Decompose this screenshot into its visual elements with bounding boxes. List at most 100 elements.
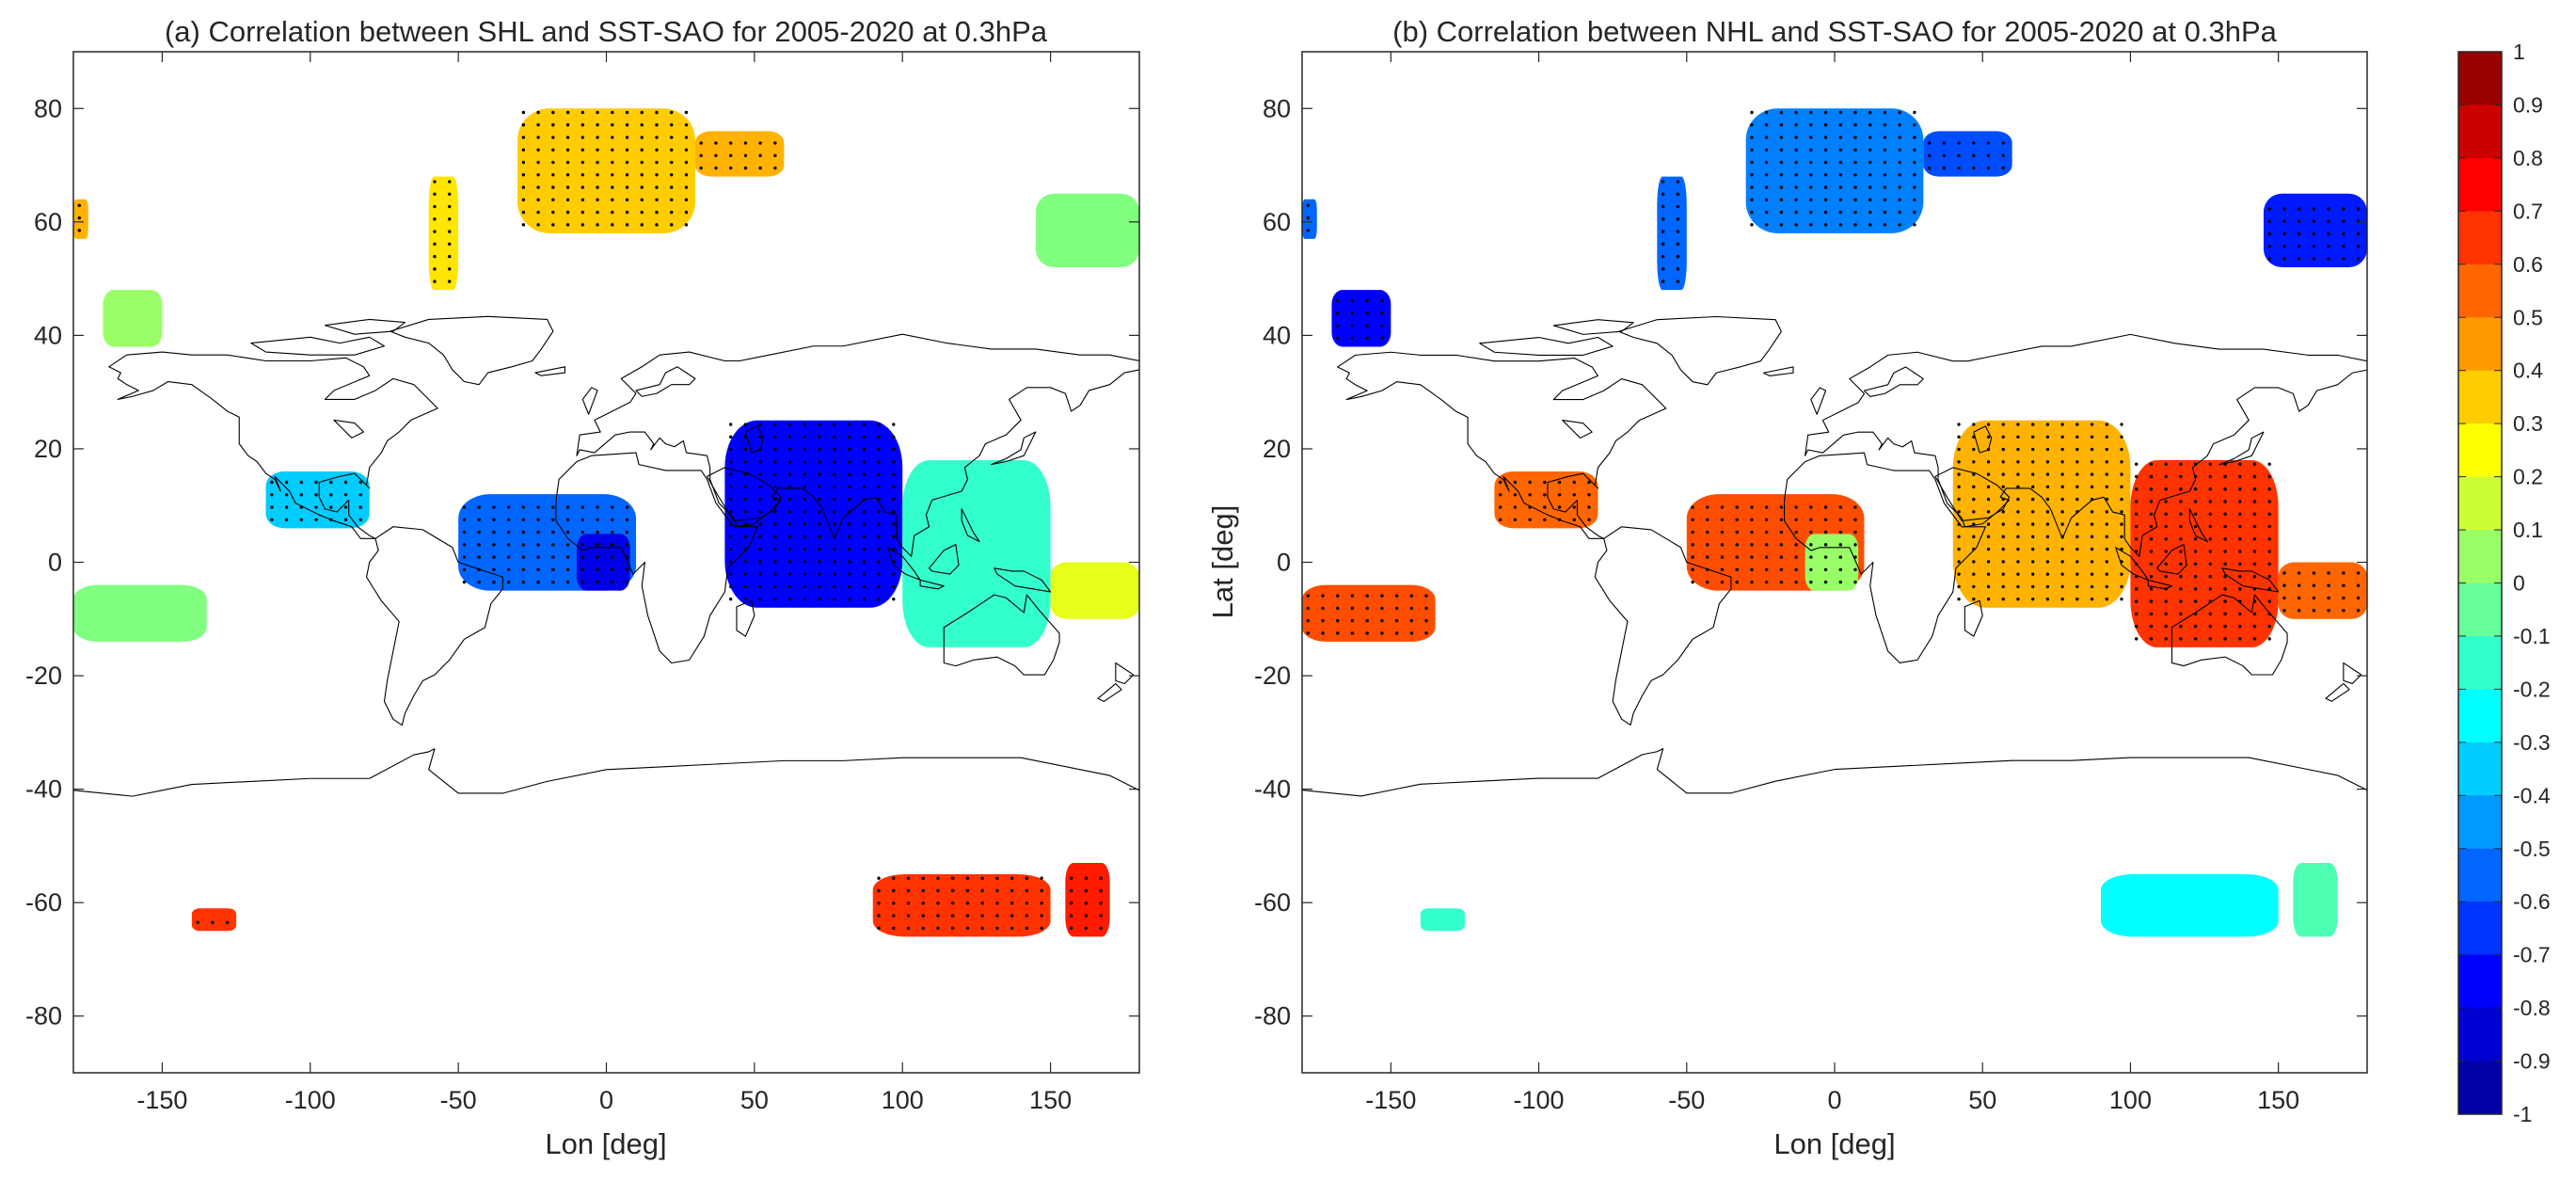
- panel-b-significance-tropical-e-pacific: [1498, 480, 1591, 521]
- colorbar-tick-label: -0.7: [2513, 943, 2551, 967]
- panel-b-x-tick-label: -100: [1514, 1086, 1565, 1114]
- panel-a-region-indian-ocean: [724, 420, 903, 608]
- colorbar-tick-label: 1: [2513, 40, 2525, 64]
- panel-b-region-bering-sea: [1302, 199, 1317, 239]
- colorbar-segment: [2458, 902, 2502, 956]
- panel-b-significance-central-pacific-s: [1306, 594, 1428, 635]
- panel-a-region-central-pacific-s: [73, 584, 207, 642]
- panel-b-title: (b) Correlation between NHL and SST-SAO …: [1392, 15, 2277, 48]
- panel-b-region-southern-ocean-pacific: [1420, 908, 1465, 932]
- colorbar-segment: [2458, 317, 2502, 372]
- panel-a-title: (a) Correlation between SHL and SST-SAO …: [165, 15, 1048, 48]
- colorbar-segment: [2458, 848, 2502, 902]
- panel-b-region-ross-sea-edge: [2293, 862, 2338, 937]
- panel-a-significance-dots: [77, 110, 1103, 930]
- panel-a-region-gulf-of-guinea: [577, 534, 630, 591]
- panel-a-significance-southern-ocean-pacific: [196, 920, 230, 924]
- panel-b-region-gulf-of-guinea: [1805, 534, 1859, 591]
- panel-b-y-tick-label: -80: [1254, 1002, 1291, 1030]
- panel-a-x-axis-label: Lon [deg]: [545, 1127, 666, 1160]
- panel-a-y-ticks: -80 -60 -40 -20 0 20 40 60 80: [25, 94, 1139, 1030]
- colorbar-tick-label: 0.5: [2513, 305, 2543, 329]
- colorbar-tick-label: -0.3: [2513, 730, 2551, 755]
- panel-b-significance-labrador-sea: [1661, 180, 1680, 283]
- colorbar-segment: [2458, 370, 2502, 424]
- panel-a-significance-kola-barents: [699, 141, 777, 170]
- panel-a-region-nordic-seas: [517, 108, 695, 233]
- colorbar-tick-label: 0.3: [2513, 411, 2543, 436]
- panel-b-region-sw-pacific-edge: [2278, 562, 2367, 619]
- panel-b-significance-indian-ocean: [1957, 423, 2123, 601]
- panel-b-x-tick-label: 100: [2109, 1086, 2152, 1114]
- panel-a-y-tick-label: 20: [34, 435, 62, 463]
- panel-a-significance-southern-ocean-indian: [877, 876, 1043, 930]
- panel-a-region-tropical-e-pacific: [265, 471, 370, 529]
- panel-b-plot-area: [1302, 52, 2367, 1073]
- colorbar-segment: [2458, 954, 2502, 1009]
- panel-a-x-ticks: -150 -100 -50 0 50 100 150: [136, 52, 1072, 1114]
- panel-b-x-tick-label: 0: [1827, 1086, 1841, 1114]
- panel-a-y-tick-label: -80: [25, 1002, 62, 1030]
- colorbar-segment: [2458, 211, 2502, 265]
- panel-a-significance-tropical-e-pacific: [270, 480, 362, 521]
- panel-a-region-bering-sea: [73, 199, 88, 239]
- colorbar-segment: [2458, 104, 2502, 159]
- colorbar-tick-label: -0.1: [2513, 624, 2551, 648]
- panel-a-y-tick-label: 0: [48, 549, 62, 577]
- panel-a-region-southern-ocean-pacific: [191, 908, 237, 932]
- panel-a-y-tick-label: 40: [34, 321, 62, 349]
- panel-b-x-axis-label: Lon [deg]: [1773, 1127, 1895, 1160]
- colorbar-tick-label: -1: [2513, 1102, 2532, 1126]
- panel-b-y-tick-label: 80: [1263, 94, 1291, 122]
- colorbar-segment: [2458, 635, 2502, 690]
- panel-b-y-tick-label: -60: [1254, 888, 1291, 917]
- panel-a-region-kamchatka-nw-pacific: [1035, 193, 1139, 268]
- panel-b-region-labrador-sea: [1657, 176, 1687, 291]
- panel-b-region-southern-ocean-indian: [2101, 874, 2279, 937]
- panel-b-region-central-pacific-s: [1302, 584, 1436, 642]
- panel-b-region-nordic-seas: [1745, 108, 1924, 233]
- panel-b-y-axis-label: Lat [deg]: [1206, 505, 1239, 619]
- panel-b-region-tropical-e-pacific: [1494, 471, 1598, 529]
- colorbar-tick-label: 0.9: [2513, 92, 2543, 117]
- panel-a-significance-gulf-of-guinea: [580, 543, 614, 584]
- colorbar-segment: [2458, 263, 2502, 318]
- panel-a-region-labrador-sea: [428, 176, 459, 291]
- panel-a-significance-labrador-sea: [433, 180, 452, 283]
- panel-b-region-north-pacific: [1331, 290, 1391, 347]
- colorbar-tick-label: 0.6: [2513, 252, 2543, 277]
- panel-a-region-southern-ocean-indian: [872, 874, 1051, 937]
- panel-b-y-tick-label: 40: [1263, 321, 1291, 349]
- panel-a-y-tick-label: 80: [34, 94, 62, 122]
- panel-b-significance-dots: [1306, 110, 2361, 641]
- panel-b: (b) Correlation between NHL and SST-SAO …: [1206, 15, 2368, 1160]
- colorbar-segment: [2458, 423, 2502, 478]
- colorbar-segment: [2458, 689, 2502, 743]
- panel-b-x-ticks: -150 -100 -50 0 50 100 150: [1365, 52, 2299, 1114]
- colorbar-tick-label: -0.4: [2513, 783, 2551, 807]
- panel-b-y-tick-label: 60: [1263, 208, 1291, 236]
- panel-b-y-tick-label: -40: [1254, 775, 1291, 804]
- panel-b-x-tick-label: 50: [1968, 1086, 1996, 1114]
- panel-b-region-kola-barents: [1923, 131, 2012, 177]
- panel-b-correlation-field: [1302, 108, 2367, 937]
- panel-a-region-north-pacific: [103, 290, 163, 347]
- panel-a-region-sw-pacific-edge: [1050, 562, 1139, 619]
- colorbar-tick-label: 0: [2513, 571, 2525, 596]
- colorbar-segment: [2458, 795, 2502, 850]
- panel-b-y-tick-label: 0: [1277, 549, 1291, 577]
- colorbar-segment: [2458, 742, 2502, 796]
- panel-b-x-tick-label: 150: [2257, 1086, 2299, 1114]
- panel-a-region-maritime-continent: [902, 460, 1051, 647]
- panel-a-x-tick-label: 100: [882, 1086, 924, 1114]
- panel-a-x-tick-label: 0: [599, 1086, 613, 1114]
- colorbar-segment: [2458, 52, 2502, 105]
- panel-a-y-tick-label: -20: [25, 662, 62, 690]
- panel-b-region-kamchatka-nw-pacific: [2263, 193, 2367, 268]
- colorbar-segment: [2458, 530, 2502, 583]
- panel-a-x-tick-label: 150: [1029, 1086, 1072, 1114]
- panel-a-y-tick-label: -40: [25, 775, 62, 804]
- panel-b-y-ticks: -80 -60 -40 -20 0 20 40 60 80: [1254, 94, 2367, 1030]
- panel-a-region-kola-barents: [694, 131, 785, 177]
- panel-b-region-maritime-continent: [2130, 460, 2279, 647]
